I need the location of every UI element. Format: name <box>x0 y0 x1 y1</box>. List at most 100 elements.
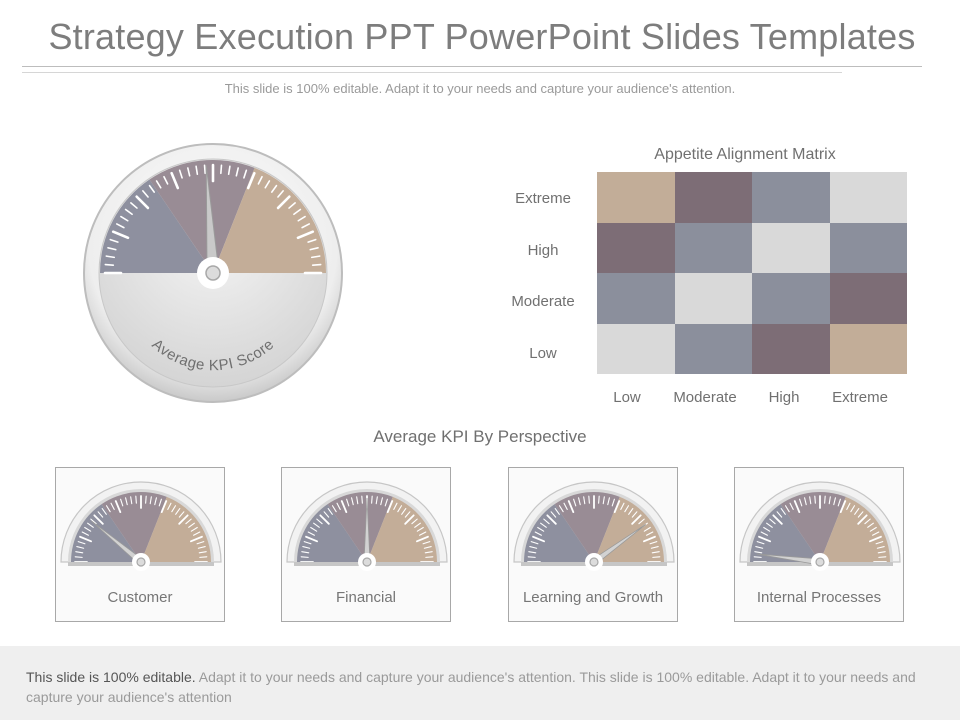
mini-gauge-tick <box>784 505 790 513</box>
mini-gauge-tick <box>75 551 84 554</box>
mini-gauge-tick <box>753 556 762 558</box>
gauge-tick <box>120 215 129 222</box>
gauge-tick <box>277 190 284 198</box>
matrix-cell-r3-c3 <box>752 273 830 324</box>
gauge-tick <box>311 263 322 266</box>
matrix-cell-r4-c1 <box>597 323 675 374</box>
mini-gauge-tick <box>307 531 315 536</box>
mini-gauge-tick <box>323 511 330 518</box>
mini-gauge-tick <box>303 541 312 545</box>
mini-gauge-tick <box>857 514 868 525</box>
mini-gauge-tick <box>424 551 433 554</box>
mini-gauge-tick <box>799 498 803 507</box>
gauge-tick <box>115 223 125 229</box>
gauge-tick <box>293 208 302 216</box>
mini-gauge-tick <box>755 546 764 549</box>
mini-gauge-hub-inner <box>589 557 599 567</box>
gauge-tick <box>296 230 315 240</box>
gauge-tick <box>227 165 231 176</box>
mini-gauge-tick <box>114 500 122 514</box>
mini-gauge-tick <box>300 556 309 558</box>
mini-gauge-tick <box>546 514 557 525</box>
mini-gauge-tick <box>877 551 886 554</box>
matrix-cell-r4-c3 <box>752 323 830 374</box>
kpi-label-learning-growth: Learning and Growth <box>522 589 664 606</box>
mini-gauge-sector <box>820 496 890 562</box>
mini-gauge-tick <box>649 541 658 545</box>
mini-gauge-tick <box>532 535 546 543</box>
mini-gauge-sector <box>297 504 367 562</box>
gauge-tick <box>220 164 223 175</box>
mini-gauge-tick <box>425 556 434 558</box>
mini-gauge-tick <box>97 511 104 518</box>
mini-gauge-tick <box>631 511 638 518</box>
gauge-tick <box>186 167 191 177</box>
mini-gauge-tick <box>423 546 432 549</box>
title-divider <box>22 66 922 67</box>
mini-gauge-tick <box>643 526 651 532</box>
gauge-tick <box>170 171 180 190</box>
mini-gauge-tick <box>167 502 172 510</box>
mini-gauge-tick <box>867 522 874 528</box>
mini-gauge-tick <box>120 498 124 507</box>
gauge-sector-right <box>213 167 326 273</box>
gauge-ticks <box>103 163 323 275</box>
mini-gauge-sector <box>327 492 393 562</box>
mini-gauge-tick <box>540 522 547 528</box>
mini-gauge-tick <box>414 522 421 528</box>
gauge-tick <box>105 255 116 259</box>
footer-text: This slide is 100% editable. Adapt it to… <box>26 667 942 707</box>
matrix-cell-r4-c4 <box>829 323 907 374</box>
matrix-cell-r2-c3 <box>752 222 830 273</box>
mini-gauge-sector <box>524 504 594 562</box>
mini-gauge-tick <box>178 511 185 518</box>
mini-gauge-tick <box>371 495 373 504</box>
mini-gauge-tick <box>642 535 656 543</box>
mini-gauge-tick <box>875 541 884 545</box>
mini-gauge-tick <box>646 531 654 536</box>
gauge-tick <box>235 167 240 177</box>
mini-gauge-tick <box>340 500 348 514</box>
matrix-row-label-low: Low <box>529 345 557 362</box>
mini-gauge-tick <box>756 541 765 545</box>
mini-gauge-tick <box>534 531 542 536</box>
mini-gauge-tick <box>327 508 333 515</box>
learning-growth-gauge <box>513 481 675 571</box>
slide-subtitle: This slide is 100% editable. Adapt it to… <box>224 81 736 96</box>
average-kpi-gauge: Average KPI Score <box>83 143 343 403</box>
gauge-tick <box>203 164 206 175</box>
gauge-tick <box>155 180 162 189</box>
mini-gauge-tick <box>857 511 864 518</box>
mini-gauge-tick <box>384 498 388 507</box>
mini-gauge-tick <box>160 500 168 514</box>
gauge-tick <box>124 208 133 216</box>
gauge-tick <box>257 175 263 185</box>
matrix-col-label-moderate: Moderate <box>673 389 737 406</box>
mini-gauge-tick <box>305 535 319 543</box>
mini-gauge-sector <box>367 496 437 562</box>
kpi-card-learning-growth: Learning and Growth <box>508 467 678 622</box>
mini-gauge-tick <box>638 518 645 525</box>
mini-gauge-tick <box>361 495 363 504</box>
mini-gauge-tick <box>567 500 575 514</box>
mini-gauge-tick <box>76 546 85 549</box>
mini-gauge-tick <box>554 508 560 515</box>
kpi-card-customer: Customer <box>55 467 225 622</box>
mini-gauge-tick <box>422 541 431 545</box>
mini-gauge-tick <box>588 495 590 504</box>
gauge-tick <box>310 255 321 259</box>
mini-gauge-tick <box>760 531 768 536</box>
gauge-tick <box>148 184 156 193</box>
gauge-tick <box>264 180 271 189</box>
title-divider-secondary <box>22 72 842 73</box>
mini-gauge-tick <box>766 522 773 528</box>
mini-gauge-tick <box>631 514 642 525</box>
mini-gauge-tick <box>77 541 86 545</box>
gauge-tick <box>195 165 199 176</box>
mini-gauge-tick <box>79 535 93 543</box>
gauge-hub-inner <box>205 265 221 281</box>
mini-gauge-tick <box>527 556 536 558</box>
mini-gauge-tick <box>199 556 208 558</box>
mini-gauge-tick <box>319 514 330 525</box>
gauge-tick <box>104 263 115 266</box>
